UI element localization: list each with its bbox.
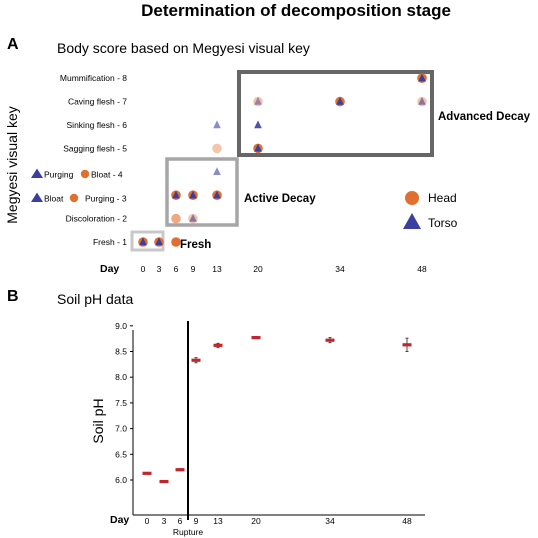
purging-triangle-icon xyxy=(31,168,43,178)
figure-title: Determination of decomposition stage xyxy=(141,1,451,20)
soil-ph-point xyxy=(175,468,185,472)
fresh-label: Fresh xyxy=(180,239,211,251)
soil-ph-point xyxy=(142,471,152,475)
panel-a-y-tick-label: Caving flesh - 7 xyxy=(68,97,127,107)
torso-point xyxy=(189,214,197,222)
torso-point xyxy=(189,190,197,199)
panel-b-x-tick-label: 6 xyxy=(178,516,183,526)
torso-point xyxy=(336,97,344,105)
panel-a-y-tick-label: Sinking flesh - 6 xyxy=(67,120,128,130)
torso-point xyxy=(418,97,426,105)
panel-a-marks xyxy=(138,73,427,247)
panel-b-x-tick-label: 3 xyxy=(162,516,167,526)
panel-b-y-tick-label: 6.0 xyxy=(115,475,127,485)
panel-a-x-tick-label: 3 xyxy=(157,264,162,274)
torso-point xyxy=(139,237,147,246)
purging-circle-icon xyxy=(69,193,79,203)
panel-a-day-label: Day xyxy=(100,263,119,275)
panel-a-x-tick-label: 0 xyxy=(141,264,146,274)
panel-b-y-tick-label: 9.0 xyxy=(115,321,127,331)
panel-a-x-tick-label: 13 xyxy=(212,264,222,274)
panel-a-side-labels: Purging Bloat - 4 Bloat Purging - 3 xyxy=(31,168,127,204)
panel-a-x-tick-label: 9 xyxy=(191,264,196,274)
panel-a-legend: Head Torso xyxy=(403,191,458,230)
torso-point xyxy=(254,143,262,152)
panel-b-subtitle: Soil pH data xyxy=(57,291,133,307)
panel-a-letter: A xyxy=(7,36,19,53)
head-point xyxy=(171,213,181,224)
panel-b-x-tick-label: 20 xyxy=(251,516,261,526)
panel-a-x-tick-label: 34 xyxy=(335,264,345,274)
panel-b-x-tick-label: 13 xyxy=(213,516,223,526)
side-label-purging: Purging xyxy=(44,170,74,180)
side-label-purging-3: Purging - 3 xyxy=(85,194,127,204)
legend-torso-triangle-icon xyxy=(403,213,421,229)
soil-ph-point xyxy=(159,479,169,484)
panel-a-x-tick-label: 20 xyxy=(253,264,263,274)
torso-point xyxy=(418,73,426,82)
panel-b-x-tick-labels: 0 3 6 9 13 20 34 48 xyxy=(145,516,412,526)
panel-b-x-tick-label: 48 xyxy=(402,516,412,526)
torso-point xyxy=(172,190,180,199)
legend-torso-label: Torso xyxy=(428,216,458,230)
panel-b-y-tick-labels: 6.0 6.5 7.0 7.5 8.0 8.5 9.0 xyxy=(115,321,133,485)
panel-b-letter: B xyxy=(7,288,19,305)
panel-a-y-tick-label: Fresh - 1 xyxy=(93,237,127,247)
soil-ph-point xyxy=(402,343,412,347)
torso-point xyxy=(254,120,262,129)
soil-ph-point xyxy=(213,343,223,347)
panel-a-y-tick-label: Mummification - 8 xyxy=(60,73,127,83)
panel-b-x-tick-label: 34 xyxy=(325,516,335,526)
active-decay-label: Active Decay xyxy=(244,193,316,205)
panel-b-x-tick-label: 9 xyxy=(194,516,199,526)
torso-point xyxy=(213,190,221,199)
active-decay-box xyxy=(165,157,239,227)
panel-b-y-tick-label: 7.0 xyxy=(115,424,127,434)
torso-point xyxy=(213,167,221,175)
side-label-bloat-4: Bloat - 4 xyxy=(91,170,123,180)
panel-b-y-tick-label: 6.5 xyxy=(115,449,127,459)
torso-point xyxy=(213,120,221,129)
panel-a-ylabel: Megyesi visual key xyxy=(4,106,20,224)
advanced-decay-label: Advanced Decay xyxy=(438,111,531,123)
panel-a-x-tick-label: 48 xyxy=(417,264,427,274)
panel-b-y-tick-label: 8.0 xyxy=(115,372,127,382)
panel-b-y-tick-label: 7.5 xyxy=(115,398,127,408)
torso-point xyxy=(254,97,262,105)
head-point xyxy=(212,143,222,154)
torso-point xyxy=(155,237,163,246)
legend-head-label: Head xyxy=(428,191,457,205)
panel-b-y-tick-label: 8.5 xyxy=(115,347,127,357)
bloat-triangle-icon xyxy=(31,192,43,202)
panel-a-x-tick-label: 6 xyxy=(174,264,179,274)
side-label-bloat: Bloat xyxy=(44,194,64,204)
panel-a-subtitle: Body score based on Megyesi visual key xyxy=(57,40,310,56)
head-point xyxy=(171,237,181,247)
soil-ph-point xyxy=(191,358,201,362)
panel-b-ylabel: Soil pH xyxy=(90,398,106,443)
panel-a-x-tick-labels: 0 3 6 9 13 20 34 48 xyxy=(141,264,427,274)
soil-ph-point xyxy=(251,336,261,340)
legend-head-circle-icon xyxy=(405,191,419,205)
bloat-circle-icon xyxy=(80,169,90,179)
panel-a-y-tick-labels: Fresh - 1 Discoloration - 2 Sagging flesh … xyxy=(60,73,127,247)
panel-b-day-label: Day xyxy=(110,514,129,526)
panel-b-marks xyxy=(142,336,412,484)
rupture-label: Rupture xyxy=(173,527,204,537)
panel-b-x-tick-label: 0 xyxy=(145,516,150,526)
panel-a-y-tick-label: Sagging flesh - 5 xyxy=(63,143,127,153)
region-boxes xyxy=(130,70,434,252)
advanced-decay-box xyxy=(237,70,434,157)
panel-a-y-tick-label: Discoloration - 2 xyxy=(66,214,128,224)
soil-ph-point xyxy=(325,338,335,342)
